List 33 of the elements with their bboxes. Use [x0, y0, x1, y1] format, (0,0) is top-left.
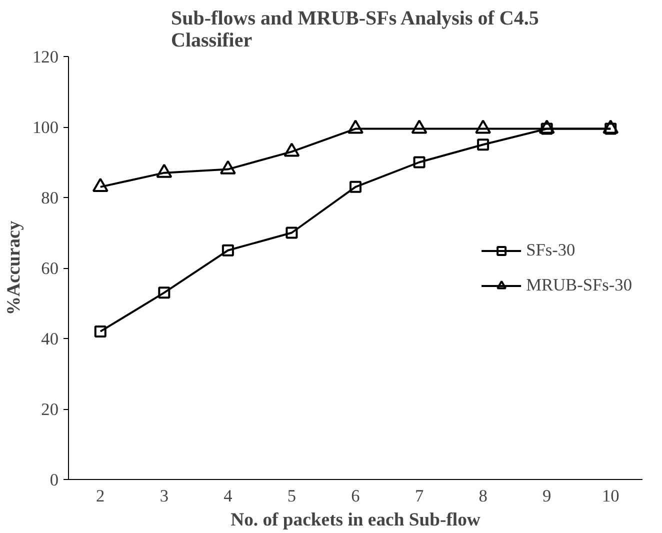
point: [475, 120, 492, 134]
legend-label: MRUB-SFs-30: [526, 275, 632, 295]
y-tick-label: 0: [50, 470, 59, 490]
y-axis-title: %Accuracy: [4, 220, 25, 316]
x-tick-label: 6: [351, 486, 360, 506]
x-tick-label: 3: [160, 486, 169, 506]
point: [222, 244, 234, 256]
point: [411, 120, 428, 134]
x-tick-label: 4: [224, 486, 233, 506]
y-tick-label: 60: [41, 259, 58, 278]
point: [158, 286, 170, 299]
point: [94, 325, 106, 338]
x-tick-label: 8: [478, 486, 488, 506]
point: [92, 178, 108, 192]
x-tick-label: 2: [96, 486, 105, 506]
chart-title: Sub-flows and MRUB-SFs Analysis of C4.5 Classifier: [171, 8, 539, 52]
x-tick-label: 10: [602, 486, 620, 506]
x-tick-label: 5: [287, 486, 296, 506]
x-axis-title: No. of packets in each Sub-flow: [230, 510, 481, 530]
y-tick-label: 120: [32, 48, 59, 66]
point: [156, 164, 172, 178]
y-tick-label: 20: [41, 400, 58, 419]
x-tick-label: 7: [414, 486, 424, 506]
x-tick-label: 9: [542, 486, 552, 506]
point: [348, 120, 364, 134]
point: [350, 180, 362, 193]
y-tick-label: 80: [41, 188, 58, 208]
y-tick-label: 100: [32, 118, 59, 137]
legend-label: SFs-30: [526, 240, 576, 260]
y-tick-label: 40: [41, 330, 58, 348]
point: [284, 142, 300, 157]
point: [220, 160, 236, 174]
point: [286, 226, 298, 239]
